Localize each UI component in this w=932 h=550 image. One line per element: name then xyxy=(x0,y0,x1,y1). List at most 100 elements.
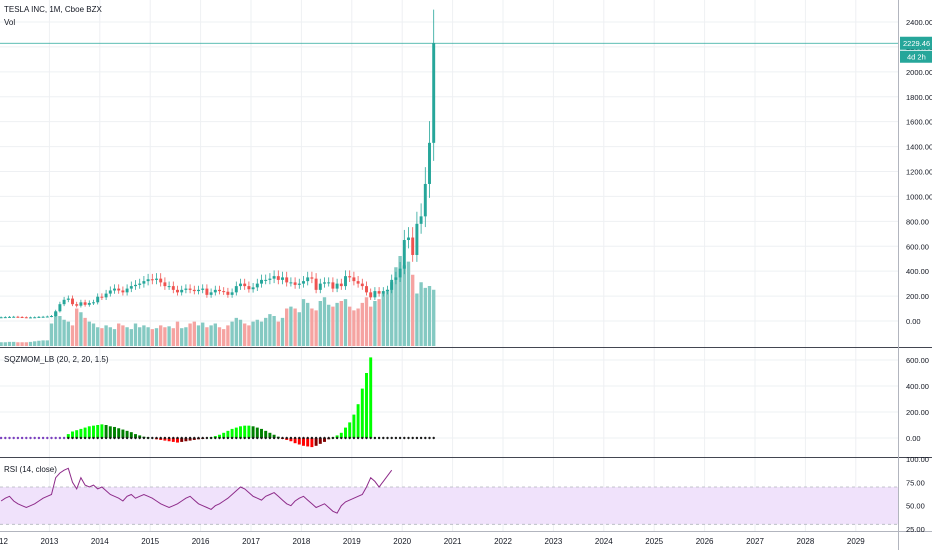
candle-body xyxy=(272,276,276,279)
momentum-bar xyxy=(289,438,293,442)
squeeze-dot xyxy=(113,436,116,440)
squeeze-dot xyxy=(0,436,3,440)
time-tick-label: 2022 xyxy=(494,537,512,546)
squeeze-dot xyxy=(16,436,20,440)
volume-bar xyxy=(369,306,373,346)
price-axis[interactable]: 2400.002200.002000.001800.001600.001400.… xyxy=(906,18,932,326)
momentum-bar xyxy=(297,438,301,445)
volume-bar xyxy=(432,289,436,346)
volume-bar xyxy=(331,306,335,346)
momentum-bar xyxy=(360,388,364,438)
squeeze-dot xyxy=(33,436,36,440)
candle-body xyxy=(41,316,45,318)
volume-bar xyxy=(280,317,285,346)
candle-body xyxy=(121,290,125,293)
squeeze-dot xyxy=(75,436,78,440)
candlestick-series[interactable] xyxy=(0,9,436,319)
candle-body xyxy=(222,291,226,293)
volume-bar xyxy=(37,340,41,346)
rsi-axis[interactable]: 100.00 75.00 50.00 25.00 xyxy=(906,455,929,534)
time-tick-label: 2012 xyxy=(0,537,8,546)
axis-tick-label: 0.00 xyxy=(906,434,921,443)
squeeze-dot xyxy=(239,436,242,440)
momentum-bar xyxy=(230,428,234,438)
squeeze-dot xyxy=(155,436,158,440)
rsi-legend[interactable]: RSI (14, close) xyxy=(4,465,57,474)
candle-body xyxy=(276,276,280,280)
squeeze-dot xyxy=(125,436,129,440)
volume-bar xyxy=(167,326,171,346)
momentum-bar xyxy=(71,431,74,438)
time-tick-label: 2027 xyxy=(746,537,764,546)
candle-body xyxy=(20,317,24,319)
candle-body xyxy=(62,299,66,305)
squeeze-dot xyxy=(230,436,234,440)
squeeze-dot xyxy=(432,436,435,440)
candle-body xyxy=(87,302,91,305)
volume-bar xyxy=(79,312,83,346)
candle-body xyxy=(314,278,318,290)
candle-body xyxy=(432,43,436,143)
momentum-bar xyxy=(218,434,221,438)
squeeze-dot xyxy=(159,436,162,440)
squeeze-dot xyxy=(104,436,108,440)
squeeze-dot xyxy=(310,436,314,440)
squeeze-dot xyxy=(193,436,196,440)
candle-body xyxy=(79,302,83,306)
squeeze-dot xyxy=(12,436,15,440)
squeeze-dot xyxy=(58,436,62,440)
momentum-legend[interactable]: SQZMOM_LB (20, 2, 20, 1.5) xyxy=(4,355,109,364)
candle-body xyxy=(66,298,70,300)
squeeze-dot xyxy=(20,436,24,440)
chart-grid xyxy=(0,0,898,531)
time-tick-label: 2020 xyxy=(393,537,411,546)
squeeze-dot xyxy=(167,436,171,440)
symbol-title[interactable]: TESLA INC, 1M, Cboe BZX xyxy=(4,5,102,14)
candle-body xyxy=(180,289,184,293)
axis-tick-label: 200.00 xyxy=(906,408,929,417)
time-axis[interactable]: 2012 2013 2014 2015 2016 2017 2018 2019 2020 2021… xyxy=(0,537,865,546)
volume-bar xyxy=(154,328,159,346)
volume-legend[interactable]: Vol xyxy=(4,18,15,27)
volume-bar xyxy=(104,325,108,346)
candle-body xyxy=(381,291,385,294)
candle-body xyxy=(365,286,368,293)
squeeze-dot xyxy=(251,436,255,440)
candle-body xyxy=(171,286,175,290)
squeeze-dot xyxy=(184,436,188,440)
squeeze-dot xyxy=(373,436,377,440)
volume-bar xyxy=(285,308,289,346)
volume-bar xyxy=(297,312,301,346)
squeeze-dot xyxy=(281,436,284,440)
volume-bar xyxy=(247,325,251,346)
squeeze-dot xyxy=(214,436,217,440)
squeeze-dot xyxy=(302,436,305,440)
squeeze-dot xyxy=(180,436,183,440)
volume-bar xyxy=(188,323,192,346)
momentum-bar xyxy=(163,438,167,441)
candle-body xyxy=(285,277,289,283)
squeeze-dot xyxy=(67,436,70,440)
volume-bar xyxy=(289,306,293,346)
time-tick-label: 2019 xyxy=(343,537,361,546)
candle-body xyxy=(29,317,32,319)
candle-body xyxy=(230,292,234,295)
momentum-bar xyxy=(352,414,356,438)
squeeze-dot xyxy=(398,436,402,440)
momentum-axis[interactable]: 600.00 400.00 200.00 0.00 xyxy=(906,356,929,443)
momentum-bar xyxy=(100,424,104,438)
volume-bar xyxy=(217,327,222,346)
volume-bar xyxy=(230,321,234,346)
candle-body xyxy=(188,288,192,290)
squeeze-dot xyxy=(88,436,91,440)
countdown-tag: 4d 2h xyxy=(900,50,932,63)
time-tick-label: 2023 xyxy=(545,537,563,546)
momentum-bar xyxy=(138,435,142,438)
volume-bar xyxy=(377,299,381,346)
momentum-bar xyxy=(117,428,121,438)
candle-body xyxy=(155,278,158,280)
momentum-bar xyxy=(108,426,112,438)
momentum-bar xyxy=(251,426,255,438)
squeeze-dot xyxy=(117,436,120,440)
